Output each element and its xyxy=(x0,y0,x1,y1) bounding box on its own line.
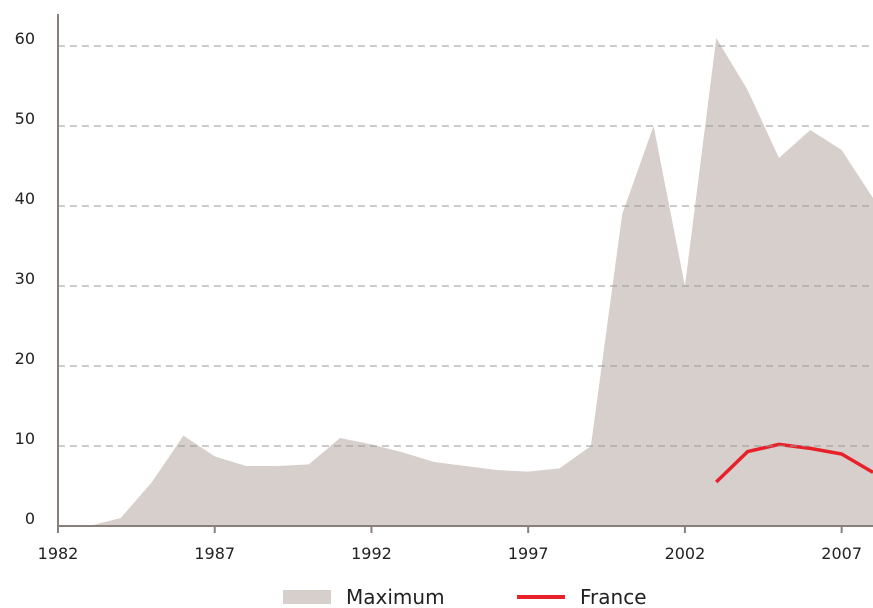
x-tick-label: 1982 xyxy=(38,544,79,563)
y-tick-label: 50 xyxy=(15,109,35,128)
y-tick-label: 0 xyxy=(25,509,35,528)
x-tick-label: 2002 xyxy=(665,544,706,563)
y-tick-label: 10 xyxy=(15,429,35,448)
legend-swatch xyxy=(283,590,331,604)
x-tick-label: 1992 xyxy=(351,544,392,563)
x-tick-label: 2007 xyxy=(821,544,862,563)
x-tick-label: 1997 xyxy=(508,544,549,563)
y-tick-label: 30 xyxy=(15,269,35,288)
y-tick-label: 60 xyxy=(15,29,35,48)
legend-label: Maximum xyxy=(346,585,445,608)
y-tick-label: 40 xyxy=(15,189,35,208)
y-tick-label: 20 xyxy=(15,349,35,368)
x-tick-label: 1987 xyxy=(194,544,235,563)
legend-label: France xyxy=(580,585,647,608)
area xyxy=(58,38,873,526)
